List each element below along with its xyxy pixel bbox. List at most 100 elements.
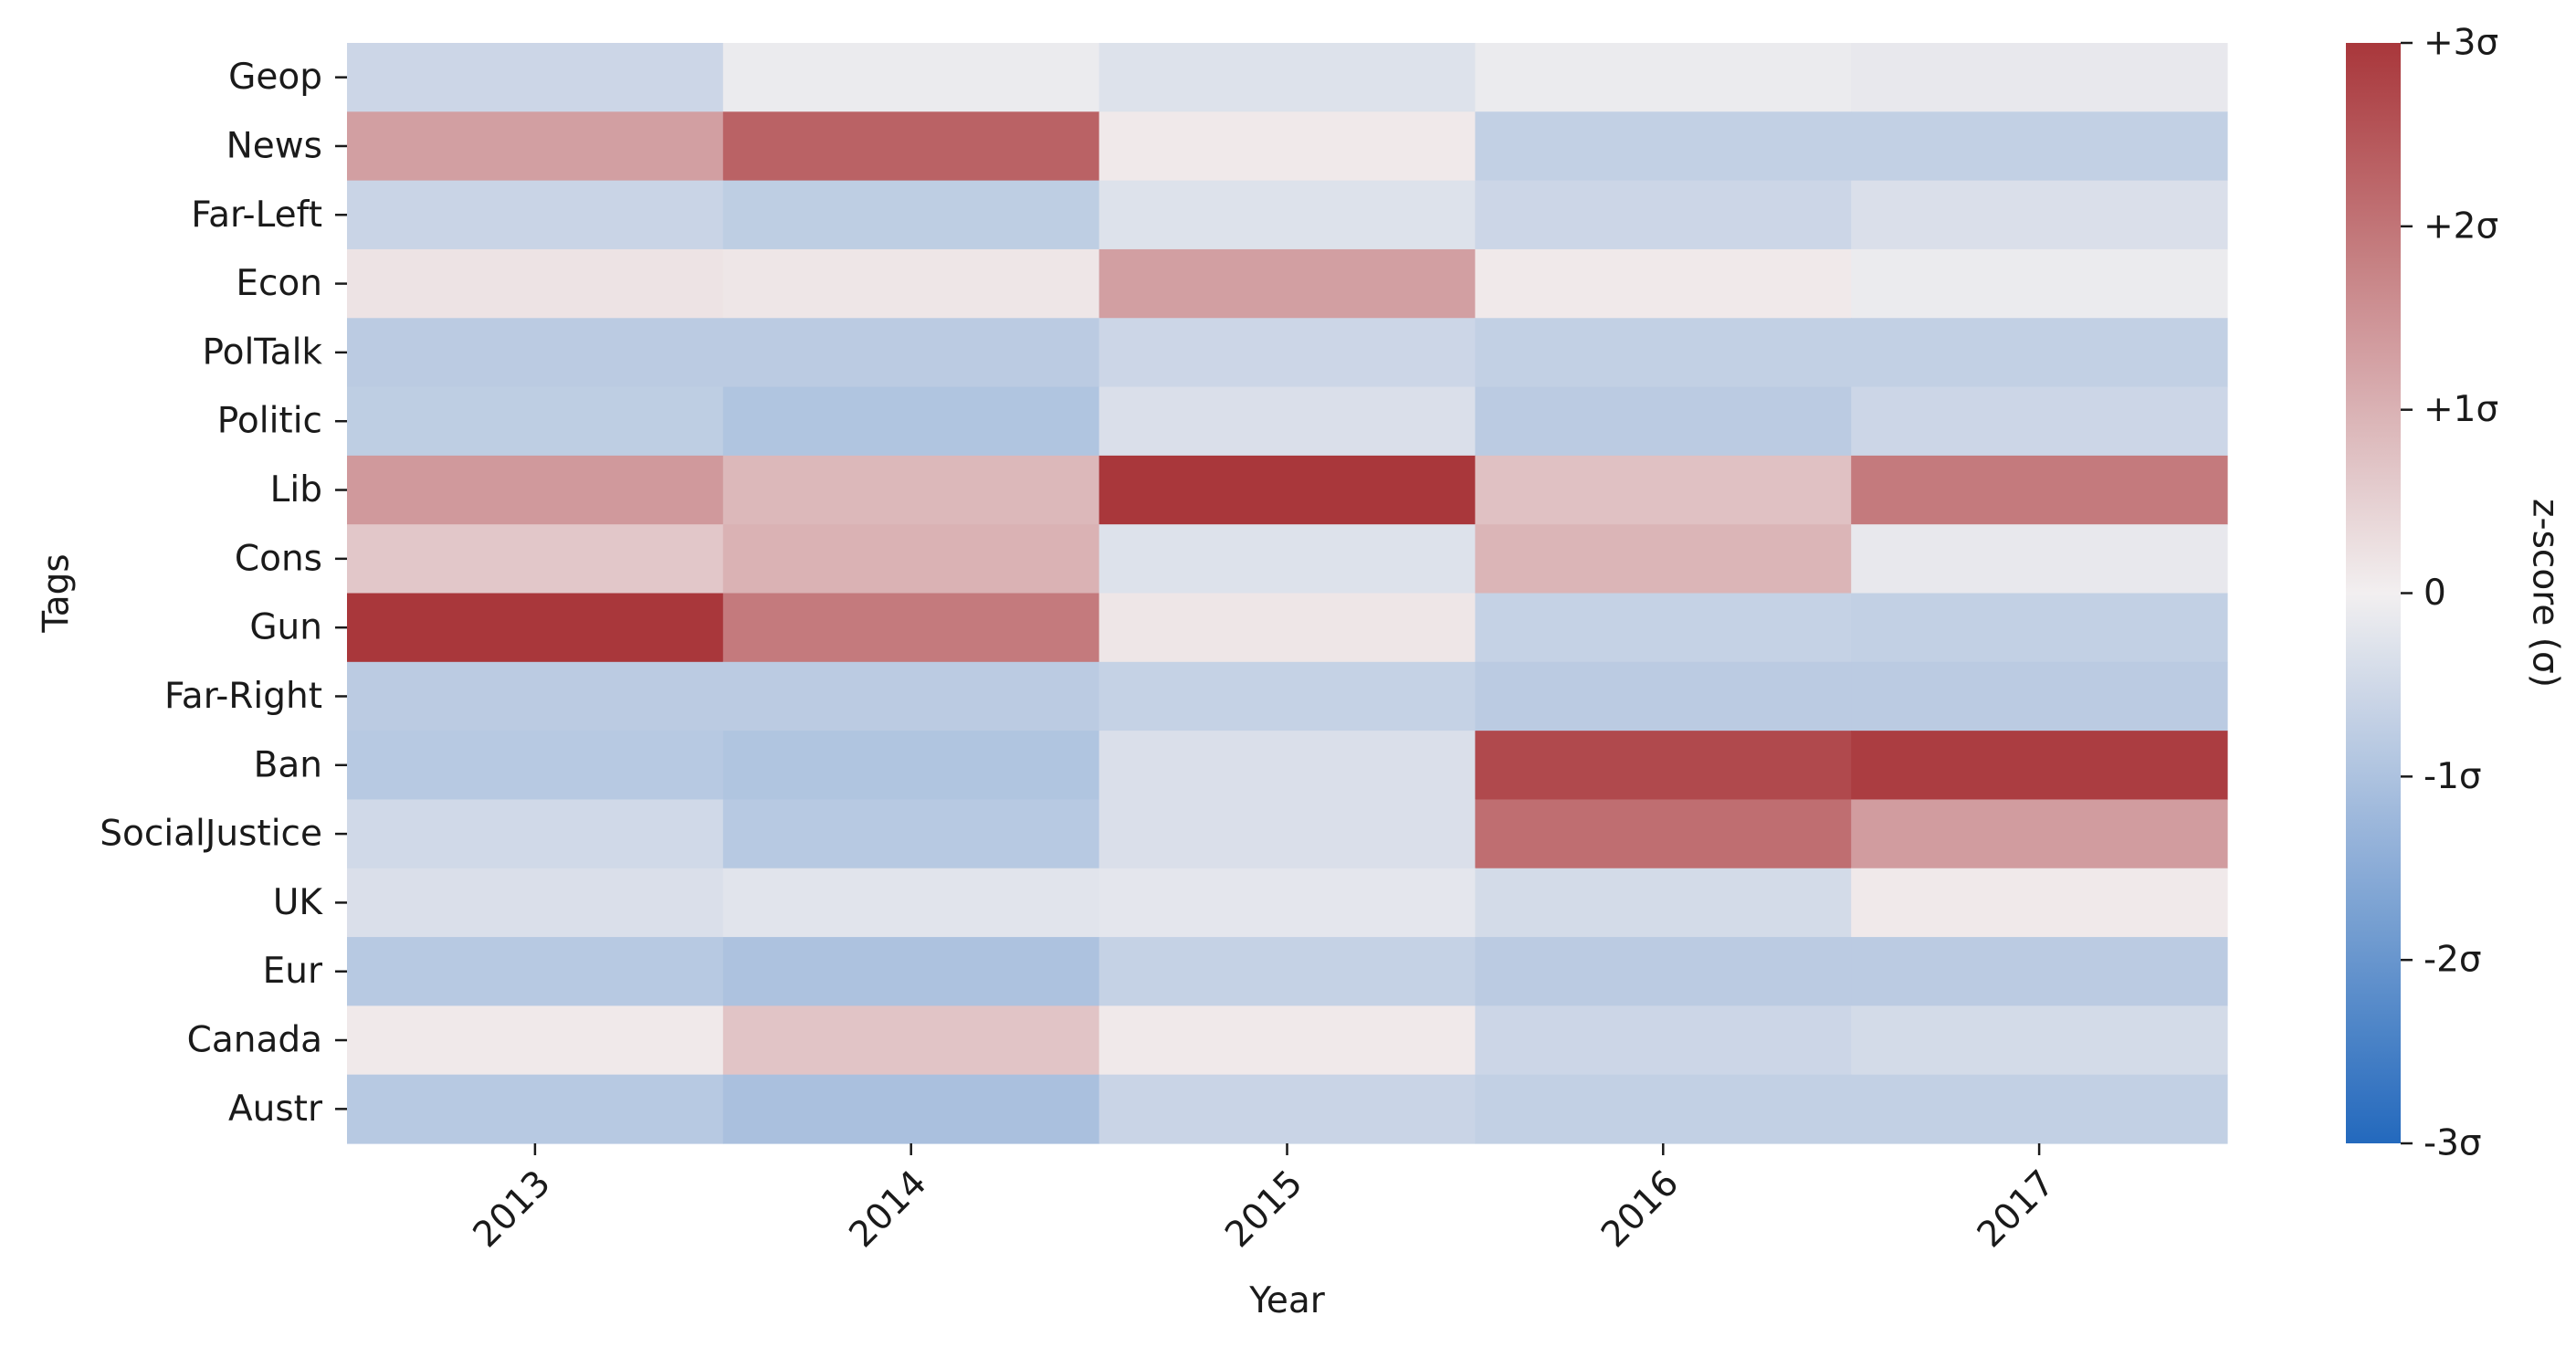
heatmap-cell [347, 731, 724, 801]
heatmap-cell [1099, 799, 1476, 869]
heatmap-cell [347, 455, 724, 525]
heatmap-cell [1099, 593, 1476, 663]
x-axis-ticks: 2013 2014 2015 2016 2017 [466, 1143, 2063, 1256]
heatmap-cell [722, 661, 1100, 731]
heatmap-cell [1099, 111, 1476, 182]
heatmap-cell [1475, 180, 1852, 250]
heatmap-cell [347, 593, 724, 663]
heatmap-cell [722, 868, 1100, 938]
heatmap-cell [1099, 43, 1476, 112]
heatmap-cell [1475, 524, 1852, 595]
heatmap-cell [1099, 386, 1476, 457]
heatmap-cell [1475, 799, 1852, 869]
heatmap-cell [1099, 731, 1476, 801]
x-tick-label: 2013 [466, 1163, 559, 1256]
colorbar-tick-label: 0 [2424, 573, 2446, 614]
x-axis-label: Year [1248, 1280, 1326, 1321]
heatmap-cell [1851, 180, 2228, 250]
y-tick-label: Eur [263, 951, 323, 992]
colorbar-tick-label: -1σ [2424, 756, 2482, 797]
heatmap-cell [1099, 318, 1476, 388]
y-tick-label: Geop [228, 57, 322, 98]
x-tick-label: 2014 [842, 1163, 935, 1256]
heatmap-cell [722, 937, 1100, 1006]
heatmap-cell [347, 111, 724, 182]
heatmap-cell [1851, 1005, 2228, 1076]
heatmap-cell [722, 799, 1100, 869]
heatmap-cell [1099, 248, 1476, 319]
y-tick-label: Far-Right [164, 676, 322, 717]
heatmap-cell [1851, 111, 2228, 182]
y-tick-label: Canada [187, 1020, 322, 1061]
heatmap-cell [722, 248, 1100, 319]
y-tick-label: Ban [254, 744, 322, 785]
x-tick-label: 2016 [1593, 1163, 1687, 1256]
colorbar-tick-label: -3σ [2424, 1123, 2482, 1164]
heatmap-cell [1475, 731, 1852, 801]
y-tick-label: Gun [249, 607, 322, 648]
heatmap-cell [722, 593, 1100, 663]
heatmap-cell [1851, 799, 2228, 869]
y-tick-label: Politic [217, 401, 322, 442]
heatmap-cell [1851, 731, 2228, 801]
y-tick-label: Econ [236, 263, 322, 304]
heatmap-cell [1851, 661, 2228, 731]
heatmap-cell [722, 43, 1100, 112]
heatmap-cell [1851, 868, 2228, 938]
heatmap-cell [1475, 868, 1852, 938]
heatmap-cell [347, 799, 724, 869]
heatmap-cell [1851, 248, 2228, 319]
heatmap-cell [1475, 937, 1852, 1006]
y-tick-label: UK [273, 882, 324, 923]
heatmap-cell [347, 386, 724, 457]
colorbar-tick-label: +1σ [2424, 389, 2498, 430]
heatmap-cell [1099, 1074, 1476, 1144]
heatmap-cell [1851, 43, 2228, 112]
heatmap-cell [347, 318, 724, 388]
y-axis-label: Tags [37, 553, 78, 633]
heatmap-cell [1099, 868, 1476, 938]
heatmap-cell [347, 937, 724, 1006]
heatmap-cell [722, 111, 1100, 182]
heatmap-cell [1851, 937, 2228, 1006]
heatmap-cell [1851, 524, 2228, 595]
heatmap-cell [347, 524, 724, 595]
colorbar-tick-label: -2σ [2424, 940, 2482, 981]
x-tick-label: 2015 [1217, 1163, 1310, 1256]
heatmap-cell [347, 248, 724, 319]
heatmap-cell [1851, 455, 2228, 525]
heatmap-cell [722, 455, 1100, 525]
colorbar [2346, 43, 2401, 1143]
heatmap-cell [1475, 386, 1852, 457]
colorbar-tick-label: +2σ [2424, 205, 2498, 247]
heatmap-cell [1099, 937, 1476, 1006]
heatmap-cell [1099, 455, 1476, 525]
y-axis-ticks: Geop News Far-Left Econ PolTalk Politic Lib Con… [100, 57, 347, 1130]
y-tick-label: PolTalk [202, 331, 322, 373]
heatmap-cell [347, 1074, 724, 1144]
heatmap-cell [1475, 1074, 1852, 1144]
heatmap-cell [1099, 180, 1476, 250]
y-tick-label: Far-Left [191, 195, 322, 236]
heatmap-cell [1851, 318, 2228, 388]
y-tick-label: Cons [235, 538, 322, 579]
heatmap-cell [722, 731, 1100, 801]
y-tick-label: News [226, 125, 322, 166]
heatmap-cell [347, 1005, 724, 1076]
heatmap-cell [1099, 1005, 1476, 1076]
heatmap-cell [347, 868, 724, 938]
colorbar-label: z-score (σ) [2525, 499, 2566, 688]
heatmap-cell [1475, 1005, 1852, 1076]
heatmap-cell [1099, 661, 1476, 731]
heatmap-cell [1851, 593, 2228, 663]
heatmap-cell [1475, 248, 1852, 319]
heatmap-cell [722, 1074, 1100, 1144]
x-tick-label: 2017 [1970, 1163, 2063, 1256]
heatmap-cell [722, 524, 1100, 595]
heatmap-cells [347, 43, 2228, 1144]
colorbar-tick-label: +3σ [2424, 23, 2498, 64]
heatmap-cell [722, 180, 1100, 250]
heatmap-cell [1099, 524, 1476, 595]
heatmap-cell [722, 386, 1100, 457]
